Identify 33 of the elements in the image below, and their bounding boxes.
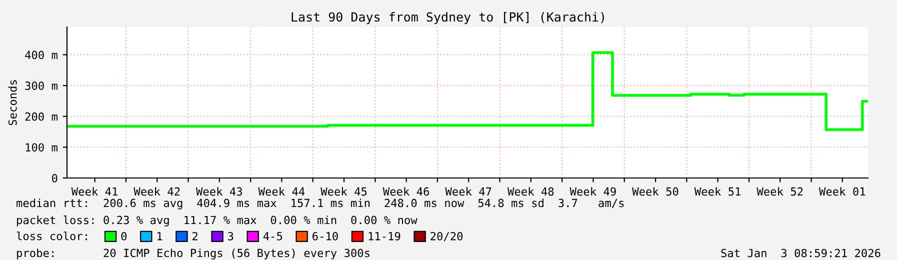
legend-label: 6-10 [312, 232, 338, 240]
x-tick-label: Week 48 [508, 187, 554, 196]
legend-label: 0 [121, 232, 127, 240]
legend-label: 2 [192, 232, 198, 240]
legend-label: 3 [228, 232, 234, 240]
y-tick-label: 100 m [26, 143, 58, 152]
x-tick-label: Week 47 [445, 187, 492, 196]
chart-title: Last 90 Days from Sydney to [PK] (Karachi) [292, 12, 604, 24]
legend-label: 20/20 [430, 232, 463, 242]
legend-label: 4-5 [263, 232, 282, 240]
legend-title: loss color: [16, 232, 87, 240]
x-tick-label: Week 50 [632, 187, 678, 196]
x-tick-label: Week 42 [134, 187, 180, 196]
x-tick-label: Week 49 [570, 187, 616, 196]
y-tick-label: 200 m [25, 112, 58, 121]
x-tick-label: Week 52 [756, 187, 803, 196]
text: probe: 20 ICMP Echo Pings (56 Bytes) every 300s [17, 248, 370, 260]
y-axis-title: Seconds [8, 80, 17, 126]
x-tick-label: Week 44 [258, 187, 305, 196]
x-tick-label: Week 51 [694, 187, 740, 196]
x-tick-label: Week 46 [382, 187, 430, 196]
x-tick-label: Week 01 [819, 187, 866, 196]
text: Sat Jan 3 08:59:21 2026 [721, 248, 880, 258]
y-tick-label: 400 m [25, 50, 58, 60]
legend-label: 11-19 [368, 232, 400, 240]
y-tick-label: 300 m [25, 82, 58, 90]
x-tick-label: Week 45 [320, 187, 367, 196]
text: packet loss: 0.23 % avg 11.17 % max 0.00 % min 0.00 % now [17, 216, 418, 226]
y-tick-label: 0 [52, 174, 58, 182]
x-tick-label: Week 41 [71, 187, 118, 196]
text: median rtt: 200.6 ms avg 404.9 ms max 157.1 ms min 248.0 ms now 54.8 ms sd 3.7 am/s [16, 198, 624, 210]
x-tick-label: Week 43 [196, 187, 242, 196]
legend-label: 1 [157, 232, 162, 240]
